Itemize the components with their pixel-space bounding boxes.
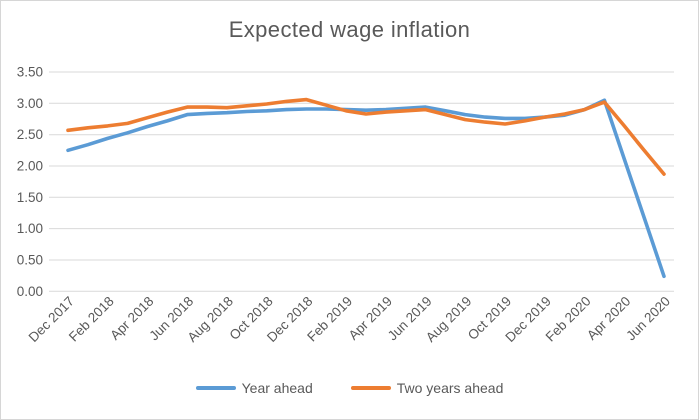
legend-label-two-years-ahead: Two years ahead	[396, 380, 504, 396]
legend-item-two-years-ahead: Two years ahead	[350, 380, 504, 396]
y-axis-tick-label: 1.00	[17, 221, 43, 236]
legend-item-year-ahead: Year ahead	[195, 380, 313, 396]
y-axis-tick-label: 0.00	[17, 284, 43, 299]
legend-line-swatch-two-years-ahead-icon	[350, 386, 391, 390]
y-axis-tick-label: 0.50	[17, 253, 43, 268]
y-axis-tick-label: 3.50	[17, 65, 43, 80]
y-axis-tick-label: 2.00	[17, 159, 43, 174]
x-axis-tick-label: Jun 2020	[623, 294, 673, 344]
legend-label-year-ahead: Year ahead	[241, 380, 313, 396]
y-axis-tick-label: 3.00	[17, 96, 43, 111]
series-line-year-ahead	[66, 98, 666, 279]
y-axis-tick-label: 1.50	[17, 190, 43, 205]
legend-line-swatch-year-ahead-icon	[195, 386, 236, 390]
chart-legend: Year ahead Two years ahead	[1, 380, 698, 396]
y-axis-tick-label: 2.50	[17, 127, 43, 142]
series-line-two-years-ahead	[66, 97, 666, 176]
chart-title: Expected wage inflation	[228, 17, 471, 42]
